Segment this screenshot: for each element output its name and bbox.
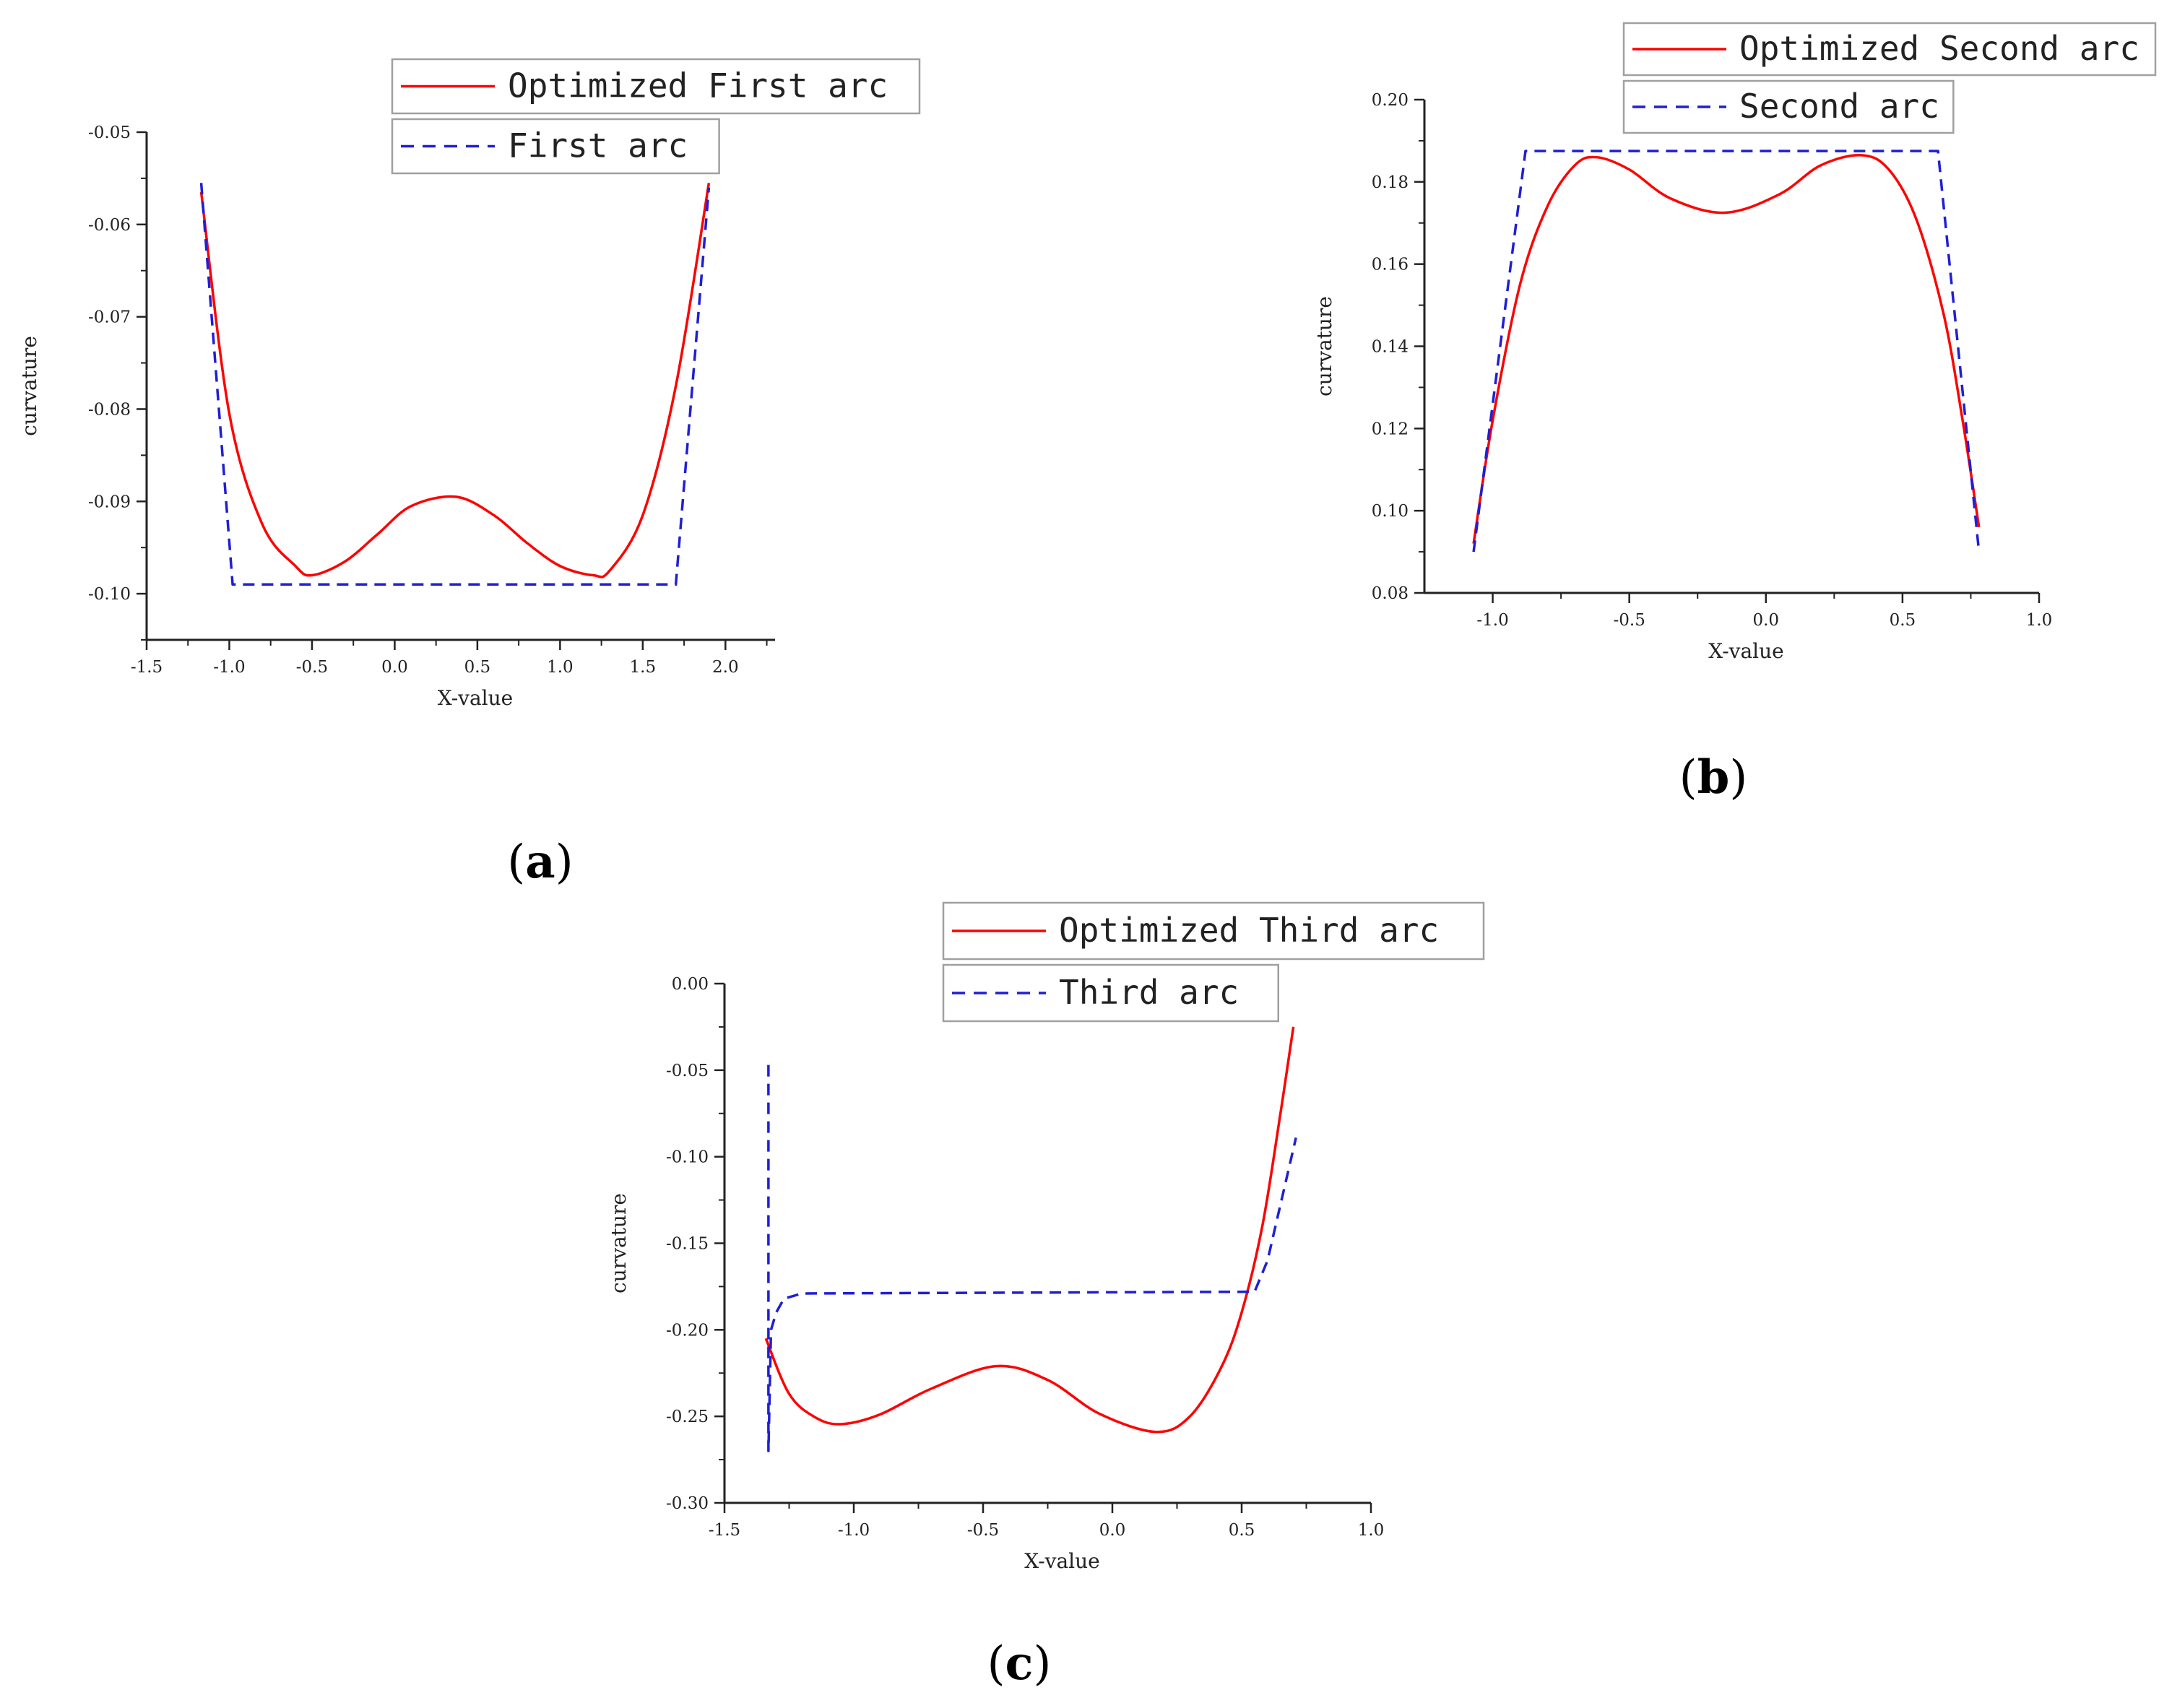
y-tick-label: 0.18 [1372, 173, 1409, 192]
x-tick-label: -1.0 [838, 1521, 870, 1540]
panel-label: (a) [507, 835, 573, 889]
x-tick-label: 0.0 [1752, 611, 1779, 630]
y-tick-label: 0.10 [1372, 502, 1409, 521]
original-series-line [199, 183, 711, 586]
y-tick-label: -0.08 [88, 400, 131, 419]
legend-entry: Second arc [1739, 87, 1939, 126]
optimized-series-line [1472, 154, 1981, 544]
x-tick-label: -0.5 [1613, 611, 1645, 630]
y-tick-label: -0.30 [666, 1494, 709, 1513]
x-tick-label: -1.0 [213, 658, 245, 677]
legend-entry: First arc [508, 126, 688, 165]
x-tick-label: 1.0 [2026, 611, 2053, 630]
y-tick-label: -0.10 [666, 1148, 709, 1167]
x-tick-label: 1.0 [1358, 1521, 1385, 1540]
chart-a: -1.5 -1.0 -0.5 0.0 0.5 1.0 1.5 2.0 -0.05 -0.06 -0.… [17, 58, 921, 889]
x-tick-label: 0.5 [464, 658, 491, 677]
y-tick-label: -0.07 [88, 308, 131, 327]
y-axis-title: curvature [17, 336, 41, 436]
x-tick-label: -1.5 [131, 658, 163, 677]
y-tick-label: -0.10 [88, 585, 131, 604]
y-tick-label: -0.05 [666, 1062, 709, 1080]
y-axis-title: curvature [1312, 296, 1336, 396]
chart-b: -1.0 -0.5 0.0 0.5 1.0 0.20 0.18 0.16 0.14 0.12 0.1… [1312, 22, 2157, 805]
legend-entry: Third arc [1059, 973, 1239, 1012]
x-tick-label: -0.5 [967, 1521, 999, 1540]
x-tick-label: 1.0 [547, 658, 574, 677]
x-tick-label: -1.5 [709, 1521, 740, 1540]
legend-entry: Optimized Third arc [1059, 911, 1439, 950]
y-tick-label: 0.16 [1372, 256, 1409, 274]
x-tick-label: -0.5 [296, 658, 328, 677]
x-axis-title: X-value [438, 686, 513, 710]
y-tick-label: -0.06 [88, 216, 131, 235]
x-tick-label: 1.5 [630, 658, 657, 677]
panel-label: (b) [1679, 750, 1748, 805]
y-tick-label: -0.25 [666, 1408, 709, 1426]
y-tick-label: -0.09 [88, 493, 131, 511]
legend-box [391, 118, 720, 175]
original-series-line [1472, 149, 1981, 552]
x-tick-label: 2.0 [712, 658, 739, 677]
legend-entry: Optimized First arc [508, 66, 888, 105]
panel-label: (c) [987, 1637, 1052, 1691]
y-tick-label: -0.05 [88, 123, 131, 142]
original-series-line [767, 1065, 1297, 1452]
y-tick-label: 0.14 [1372, 338, 1409, 357]
legend-entry: Optimized Second arc [1739, 29, 2139, 68]
x-tick-label: 0.5 [1229, 1521, 1255, 1540]
y-tick-label: 0.12 [1372, 420, 1409, 438]
x-tick-label: 0.0 [381, 658, 408, 677]
x-tick-label: -1.0 [1476, 611, 1508, 630]
y-tick-label: 0.20 [1372, 91, 1409, 110]
x-tick-label: 0.0 [1099, 1521, 1126, 1540]
y-tick-label: -0.20 [666, 1321, 709, 1340]
y-tick-label: -0.15 [666, 1235, 709, 1254]
optimized-series-line [199, 183, 711, 578]
chart-c: -1.5 -1.0 -0.5 0.0 0.5 1.0 0.00 -0.05 -0.10 -0.15… [607, 901, 1485, 1691]
y-tick-label: 0.00 [672, 975, 709, 994]
x-tick-label: 0.5 [1890, 611, 1916, 630]
y-tick-label: 0.08 [1372, 584, 1409, 603]
optimized-series-line [764, 1026, 1295, 1434]
x-axis-title: X-value [1024, 1549, 1099, 1573]
x-axis-title: X-value [1708, 639, 1783, 663]
y-axis-title: curvature [607, 1193, 631, 1293]
